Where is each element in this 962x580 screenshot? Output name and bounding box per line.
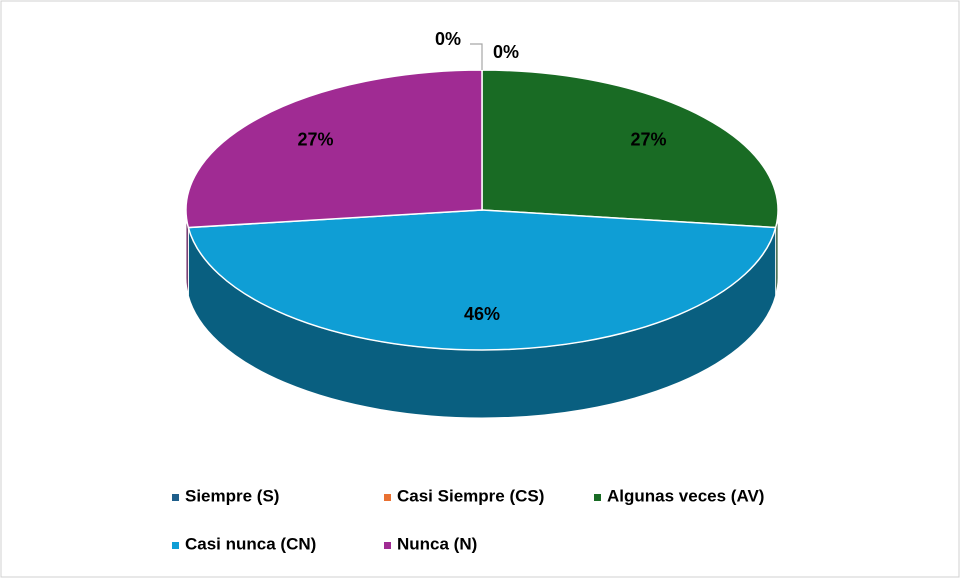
slice [185,69,483,229]
legend-marker [384,494,391,501]
legend-marker [594,494,601,501]
legend-marker [384,542,391,549]
data-label: 0% [493,42,519,62]
slice [187,209,777,351]
legend-label: Casi nunca (CN) [185,534,316,553]
data-label: 27% [631,129,667,149]
legend-label: Nunca (N) [397,534,477,553]
legend-marker [172,542,179,549]
legend-label: Algunas veces (AV) [607,486,764,505]
data-label: 46% [464,304,500,324]
legend-label: Siempre (S) [185,486,279,505]
slice [481,69,779,229]
data-label: 0% [435,29,461,49]
data-label: 27% [297,129,333,149]
legend-label: Casi Siempre (CS) [397,486,544,505]
legend-marker [172,494,179,501]
leader-line [470,43,483,70]
